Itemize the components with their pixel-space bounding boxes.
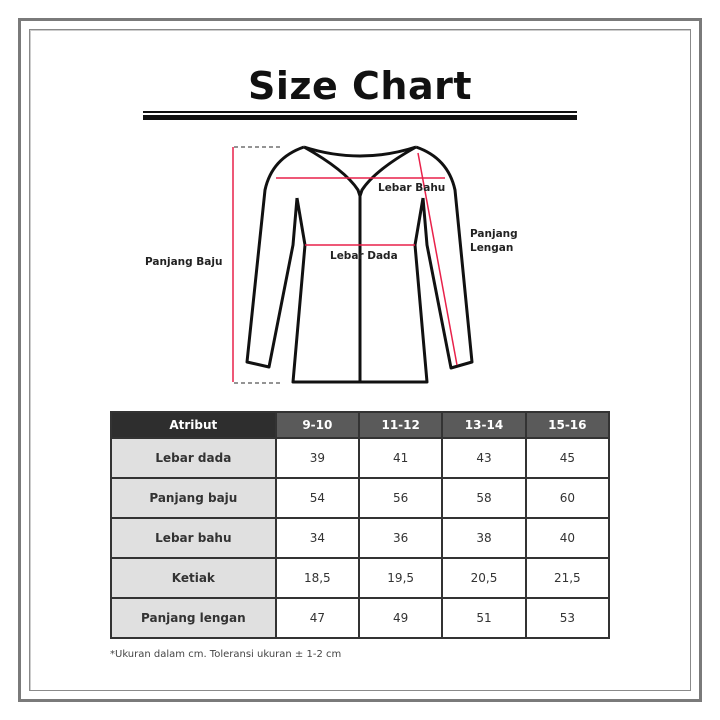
row-label: Lebar bahu — [110, 517, 277, 559]
outer-border — [18, 18, 702, 702]
table-cell: 36 — [357, 517, 444, 559]
label-panjang-lengan-2: Lengan — [470, 242, 514, 254]
table-cell: 40 — [524, 517, 611, 559]
shirt-left-inner — [295, 197, 307, 246]
label-panjang-baju: Panjang Baju — [145, 256, 223, 268]
label-lebar-bahu: Lebar Bahu — [378, 182, 446, 194]
measure-lines — [232, 147, 458, 382]
size-table: Atribut 9-10 11-12 13-14 15-16 Lebar dad… — [110, 411, 611, 639]
header-size: 13-14 — [441, 411, 527, 439]
header-size: 11-12 — [357, 411, 444, 439]
title-divider-thick — [143, 115, 577, 120]
table-cell: 51 — [441, 597, 527, 639]
table-row: Lebar dada 39 41 43 45 — [110, 437, 611, 479]
header-atribut: Atribut — [110, 411, 277, 439]
measure-panjang-lengan — [417, 152, 458, 366]
shirt-left-sleeve — [245, 145, 305, 369]
table-cell: 20,5 — [441, 557, 527, 599]
shirt-right-inner — [413, 197, 425, 246]
shirt-outline — [245, 145, 474, 384]
row-label: Panjang lengan — [110, 597, 277, 639]
table-cell: 56 — [357, 477, 444, 519]
table-cell: 53 — [524, 597, 611, 639]
table-cell: 21,5 — [524, 557, 611, 599]
table-cell: 47 — [274, 597, 361, 639]
label-panjang-lengan-1: Panjang — [470, 228, 518, 240]
page-title: Size Chart — [247, 64, 472, 108]
table-row: Panjang lengan 47 49 51 53 — [110, 597, 611, 639]
size-note: *Ukuran dalam cm. Toleransi ukuran ± 1-2… — [110, 649, 342, 660]
table-cell: 34 — [274, 517, 361, 559]
row-label: Ketiak — [110, 557, 277, 599]
table-cell: 54 — [274, 477, 361, 519]
table-row: Ketiak 18,5 19,5 20,5 21,5 — [110, 557, 611, 599]
table-cell: 58 — [441, 477, 527, 519]
table-cell: 49 — [357, 597, 444, 639]
table-row: Lebar bahu 34 36 38 40 — [110, 517, 611, 559]
table-cell: 43 — [441, 437, 527, 479]
row-label: Lebar dada — [110, 437, 277, 479]
table-cell: 19,5 — [357, 557, 444, 599]
table-cell: 18,5 — [274, 557, 361, 599]
header-size: 9-10 — [274, 411, 361, 439]
row-label: Panjang baju — [110, 477, 277, 519]
shirt-neckline — [303, 145, 417, 158]
inner-border — [29, 29, 691, 691]
table-cell: 38 — [441, 517, 527, 559]
table-cell: 60 — [524, 477, 611, 519]
shirt-diagram — [232, 145, 474, 384]
header-size: 15-16 — [524, 411, 611, 439]
table-cell: 45 — [524, 437, 611, 479]
table-row: Panjang baju 54 56 58 60 — [110, 477, 611, 519]
title-divider-thin — [143, 111, 577, 113]
label-lebar-dada: Lebar Dada — [330, 250, 398, 262]
table-header-row: Atribut 9-10 11-12 13-14 15-16 — [110, 411, 611, 439]
table-cell: 41 — [357, 437, 444, 479]
shirt-right-sleeve — [415, 145, 474, 370]
table-cell: 39 — [274, 437, 361, 479]
